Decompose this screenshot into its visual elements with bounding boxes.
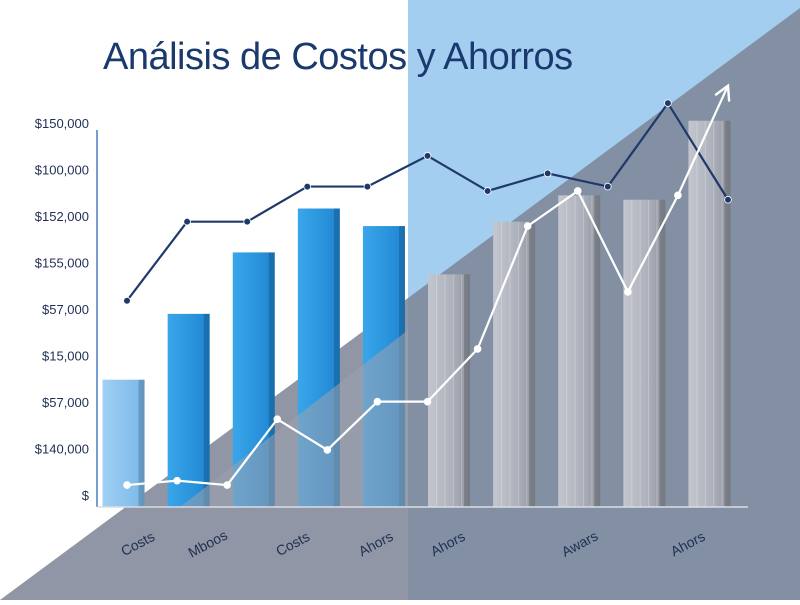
line-series-white-point (373, 397, 382, 406)
line-series-dark-point (724, 195, 732, 204)
bar (167, 313, 210, 507)
line-series-white-point (473, 345, 482, 353)
line-series-white-point (173, 476, 181, 485)
bar (428, 274, 471, 507)
line-series-white-arrowhead (714, 83, 731, 102)
y-tick-label: $150,000 (35, 116, 89, 131)
y-tick-label: $57,000 (42, 302, 89, 317)
line-series-white-point (323, 446, 332, 454)
line-series-dark-point (243, 217, 252, 226)
line-series-white-point (273, 415, 282, 424)
line-series-dark-point (664, 99, 672, 107)
bar (558, 195, 601, 508)
line-series-dark-point (423, 152, 432, 160)
bar-side-shade (268, 252, 275, 507)
y-tick-label: $57,000 (42, 395, 89, 410)
line-series-dark-point (183, 217, 191, 226)
lines-group (123, 83, 732, 489)
line-series-dark-point (123, 296, 131, 305)
y-tick-label: $155,000 (35, 256, 89, 271)
axes-group (96, 130, 748, 508)
line-series-white-point (674, 191, 682, 200)
line-series-white-point (423, 397, 432, 406)
bar-side-shade (594, 195, 601, 508)
y-tick-label: $140,000 (35, 442, 89, 457)
chart-title: Análisis de Costos y Ahorros (103, 36, 573, 78)
bar-side-shade (659, 199, 666, 507)
bar-side-shade (138, 379, 145, 507)
bar (102, 379, 145, 507)
bar-side-shade (724, 120, 731, 507)
line-series-white-point (523, 222, 532, 230)
line-series-dark-point (363, 182, 372, 191)
y-tick-labels: $150,000 $100,000 $152,000 $155,000 $57,000 $… (35, 116, 90, 503)
bar-side-shade (333, 208, 340, 507)
line-series-dark-point (483, 187, 492, 195)
line-series-dark-point (603, 182, 612, 191)
bar (688, 120, 731, 507)
y-tick-label: $100,000 (35, 163, 89, 178)
y-tick-label: $152,000 (35, 209, 89, 224)
bar (623, 199, 666, 507)
y-tick-label: $15,000 (42, 349, 89, 364)
overlay-gray-triangle (180, 330, 408, 507)
bar-side-shade (529, 221, 536, 507)
line-series-dark-point (303, 182, 312, 191)
line-series-white-point (573, 187, 582, 195)
line-series-white-point (123, 481, 131, 489)
diagonal-overlay (180, 330, 408, 507)
bar (493, 221, 536, 507)
bar-side-shade (203, 313, 210, 507)
line-series-dark-point (543, 169, 552, 178)
y-tick-label: $ (82, 488, 90, 503)
line-series-white-point (624, 288, 632, 296)
bar-side-shade (464, 274, 471, 507)
line-series-white-point (223, 481, 231, 489)
